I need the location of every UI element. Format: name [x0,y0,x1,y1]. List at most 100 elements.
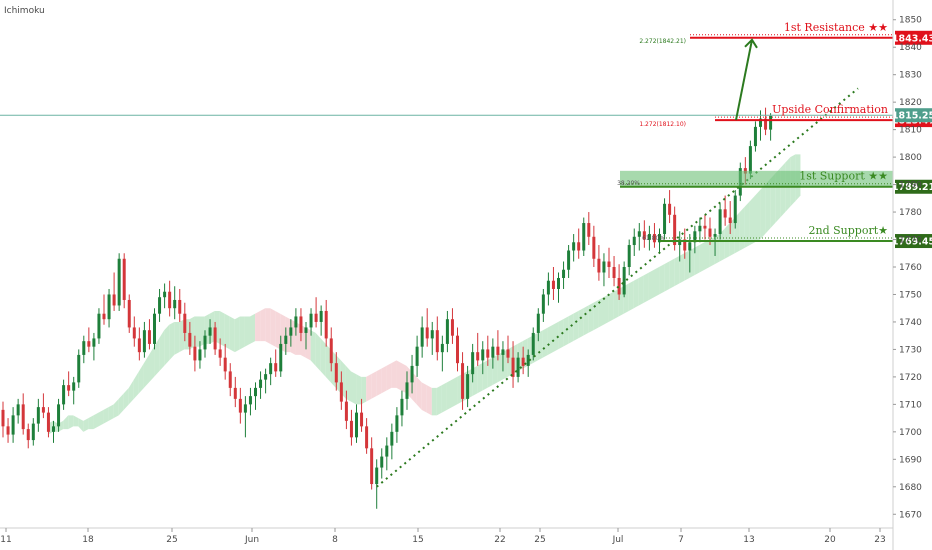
cloud-segment [154,338,160,377]
cloud-segment [431,387,437,416]
cloud-segment [477,363,483,394]
cloud-segment [270,308,276,347]
candle-body [173,299,177,309]
support-zone [620,170,893,187]
price-tag-label: 1789.21 [892,182,932,193]
candle-body [415,346,419,366]
candle-body [723,209,727,218]
candle-body [592,236,596,259]
candle-body [668,203,672,215]
cloud-segment [149,346,155,383]
candle-body [193,346,197,361]
candle-body [658,234,661,243]
cloud-segment [401,363,407,394]
cloud-segment [194,316,200,347]
cloud-segment [563,316,569,347]
candle-body [163,291,167,298]
candle-body [652,234,656,243]
price-tag-label: 1769.45 [892,237,932,248]
time-tick-label: 20 [824,535,836,545]
candle-body [238,398,242,413]
candle-body [683,239,687,251]
cloud-segment [755,190,761,243]
candle-body [299,316,303,333]
candle-body [713,234,717,237]
projection-arrow [735,39,753,121]
price-tick-label: 1720 [899,373,922,383]
cloud-segment [709,236,715,267]
current-price-tag-label: 1815.25 [892,111,932,122]
price-tick-label: 1850 [899,16,922,26]
candle-body [57,404,61,427]
cloud-segment [659,264,665,295]
candle-body [390,431,394,446]
candle-body [486,349,490,358]
candle-body [284,335,288,344]
price-tick-label: 1780 [899,208,922,218]
cloud-segment [78,418,84,432]
candle-body [759,118,762,127]
cloud-segment [68,415,74,430]
candle-body [764,118,768,130]
candle-body [339,382,343,402]
candle-body [733,195,737,224]
candle-body [21,404,25,430]
cloud-segment [613,288,619,320]
cloud-segment [558,319,564,350]
fib-label: 61.80% [642,235,665,242]
price-tick-label: 1740 [899,318,922,328]
cloud-segment [93,412,99,430]
cloud-segment [664,261,670,292]
candle-body [52,426,55,432]
candle-body [62,385,66,405]
cloud-segment [547,324,553,355]
cloud-segment [133,371,139,399]
price-tick-label: 1760 [899,263,922,273]
time-tick-label: 25 [534,535,545,545]
candle-body [526,354,530,366]
candle-body [481,349,485,361]
candle-body [334,363,338,383]
price-tick-label: 1790 [899,181,922,191]
price-tick-label: 1750 [899,290,922,300]
candle-body [632,236,636,246]
candle-body [582,223,586,251]
cloud-segment [199,316,205,347]
cloud-segment [628,280,634,311]
candle-body [46,412,50,432]
candle-body [506,349,510,358]
price-axis: 1843.431813.471789.211769.451815.2516701… [892,0,932,550]
candle-body [728,217,732,224]
candle-body [243,404,247,413]
candle-body [703,225,707,229]
cloud-segment [542,327,548,358]
candle-body [158,297,162,314]
cloud-segment [108,404,114,421]
candle-body [637,231,641,237]
cloud-segment [426,385,432,416]
cloud-segment [704,239,710,270]
cloud-segment [376,368,382,397]
candle-body [188,332,192,347]
candle-body [572,242,576,251]
time-tick-label: 13 [743,535,754,545]
price-tick-label: 1730 [899,345,922,355]
candle-body [248,396,252,405]
candle-body [541,294,545,314]
price-tick-label: 1680 [899,483,922,493]
candle-body [471,352,475,375]
candle-body [178,299,182,314]
cloud-segment [573,310,579,342]
candle-body [168,291,172,309]
candle-body [375,467,379,485]
cloud-segment [391,360,397,388]
candle-body [546,280,550,295]
cloud-segment [143,354,149,388]
cloud-segment [608,291,614,322]
cloud-segment [239,316,245,350]
cloud-segment [739,206,745,251]
cloud-segment [633,277,639,309]
candle-body [72,382,76,391]
